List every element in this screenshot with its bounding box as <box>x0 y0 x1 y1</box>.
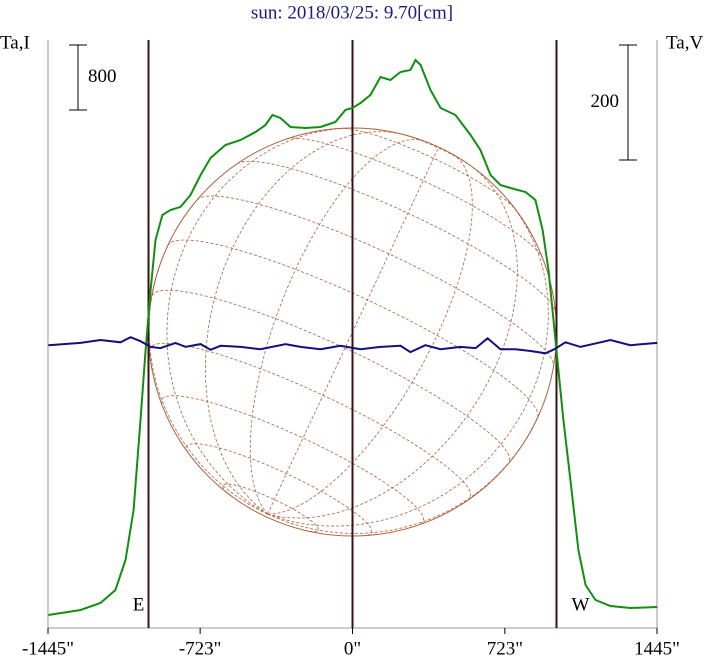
sun-grid <box>236 160 556 313</box>
sun-grid <box>249 139 424 515</box>
series-line <box>48 336 658 355</box>
scale-bar-label: 800 <box>88 66 117 87</box>
sun-grid <box>166 127 354 515</box>
limb-label: E <box>133 594 145 615</box>
sun-grid <box>267 165 518 519</box>
sun-grid <box>267 200 549 527</box>
sun-grid <box>151 289 510 463</box>
limb-label: W <box>572 594 590 615</box>
sun-grid <box>161 395 424 525</box>
sun-grid <box>267 418 538 534</box>
sun-grid <box>204 131 404 515</box>
y-axis-label: Ta,I <box>0 32 30 53</box>
sun-grid <box>267 147 440 515</box>
chart-title: sun: 2018/03/25: 9.70[cm] <box>251 2 453 23</box>
y2-axis-label: Ta,V <box>666 32 703 53</box>
sun-grid <box>148 245 268 515</box>
x-tick-label: -723" <box>179 638 222 659</box>
sun-grid <box>222 483 319 533</box>
sun-grid <box>196 195 554 367</box>
x-tick-label: -1445" <box>22 638 74 659</box>
sun-grid <box>401 133 473 168</box>
sun-grid <box>185 443 373 536</box>
sun-grid <box>340 127 517 211</box>
sun-grid <box>167 239 539 419</box>
x-tick-label: 1445" <box>634 638 680 659</box>
x-tick-label: 723" <box>487 638 523 659</box>
sun-grid <box>149 343 471 500</box>
sun-grid <box>286 137 543 259</box>
sun-grid <box>267 154 473 515</box>
x-tick-label: 0" <box>344 638 361 659</box>
scale-bar-label: 200 <box>591 91 620 112</box>
series-line <box>48 58 658 616</box>
